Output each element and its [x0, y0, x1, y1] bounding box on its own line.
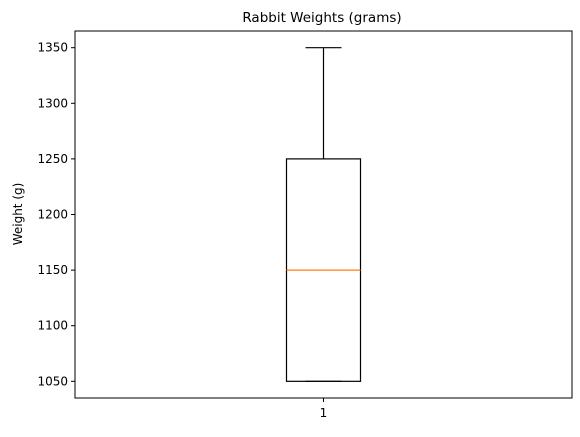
- y-tick-label: 1200: [37, 208, 68, 222]
- y-tick-label: 1150: [37, 263, 68, 277]
- chart-title: Rabbit Weights (grams): [242, 10, 401, 26]
- y-axis-label: Weight (g): [11, 183, 25, 246]
- y-tick-label: 1250: [37, 152, 68, 166]
- plot-area: 1050 1100 1150 1200 1250 1300 1350 1: [37, 30, 573, 420]
- y-tick-label: 1100: [37, 319, 68, 333]
- x-tick-label: 1: [320, 406, 328, 420]
- y-tick-label: 1350: [37, 41, 68, 55]
- y-tick-label: 1300: [37, 96, 68, 110]
- y-tick-label: 1050: [37, 374, 68, 388]
